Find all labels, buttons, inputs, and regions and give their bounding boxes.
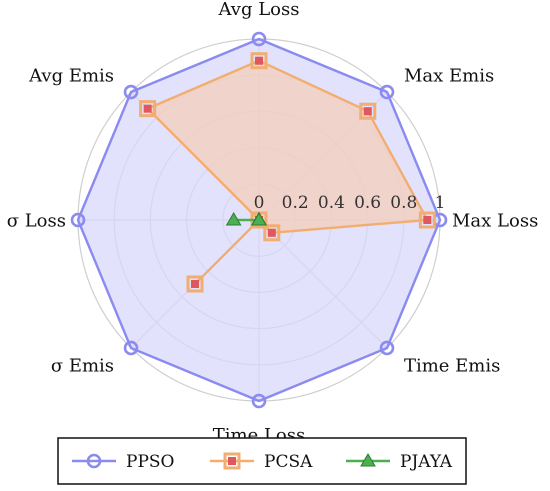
legend-item-pjaya: PJAYA xyxy=(346,452,453,472)
series-pjaya xyxy=(225,212,267,226)
axis-label-avg-loss: Avg Loss xyxy=(218,0,300,20)
legend-label-ppso: PPSO xyxy=(126,452,174,472)
point-ppso-max-emis xyxy=(379,84,395,100)
tick-label-5: 1 xyxy=(435,193,446,213)
legend-item-ppso: PPSO xyxy=(72,452,174,472)
tick-label-3: 0.6 xyxy=(354,193,381,213)
axis-label-avg-emis: Avg Emis xyxy=(28,65,114,86)
point-pcsa-time-emis xyxy=(267,228,276,237)
axis-label-max-loss: Max Loss xyxy=(452,210,538,231)
point-pcsa-avg-loss xyxy=(255,56,263,65)
point-ppso-avg-emis xyxy=(123,84,139,100)
legend-box xyxy=(57,437,467,485)
legend-marker-pcsa xyxy=(228,457,236,465)
axis-label-max-emis: Max Emis xyxy=(404,65,494,86)
point-ppso-emis xyxy=(123,340,139,356)
axis-labels: Max Loss Max Emis Avg Loss Avg Emis σ Loss σ … xyxy=(7,0,539,446)
legend-marker-ppso xyxy=(86,453,102,469)
axis-label-time-emis: Time Emis xyxy=(404,355,500,376)
tick-labels: 0 0.2 0.4 0.6 0.8 1 xyxy=(254,193,446,213)
point-pcsa-avg-emis xyxy=(143,104,152,113)
tick-label-1: 0.2 xyxy=(282,193,309,213)
tick-label-2: 0.4 xyxy=(318,193,345,213)
tick-label-4: 0.8 xyxy=(390,193,417,213)
tick-label-0: 0 xyxy=(254,193,265,213)
point-pcsa-max-loss xyxy=(423,216,432,224)
axis-label-loss: σ Loss xyxy=(7,210,66,231)
point-pcsa-max-emis xyxy=(363,107,372,116)
point-ppso-avg-loss xyxy=(251,31,267,47)
legend-marker-pjaya xyxy=(360,453,376,467)
legend-label-pjaya: PJAYA xyxy=(400,452,453,472)
radar-series xyxy=(70,31,448,409)
point-ppso-time-emis xyxy=(379,340,395,356)
point-pjaya-loss xyxy=(225,212,242,226)
point-pcsa-emis xyxy=(191,279,200,288)
point-ppso-time-loss xyxy=(251,393,267,409)
legend: PPSO PCSA PJAYA xyxy=(57,437,467,485)
point-ppso-loss xyxy=(70,212,86,228)
legend-item-pcsa: PCSA xyxy=(210,452,313,472)
point-pjaya-time-emis xyxy=(251,212,267,226)
legend-label-pcsa: PCSA xyxy=(264,452,313,472)
axis-label-emis: σ Emis xyxy=(51,355,114,376)
